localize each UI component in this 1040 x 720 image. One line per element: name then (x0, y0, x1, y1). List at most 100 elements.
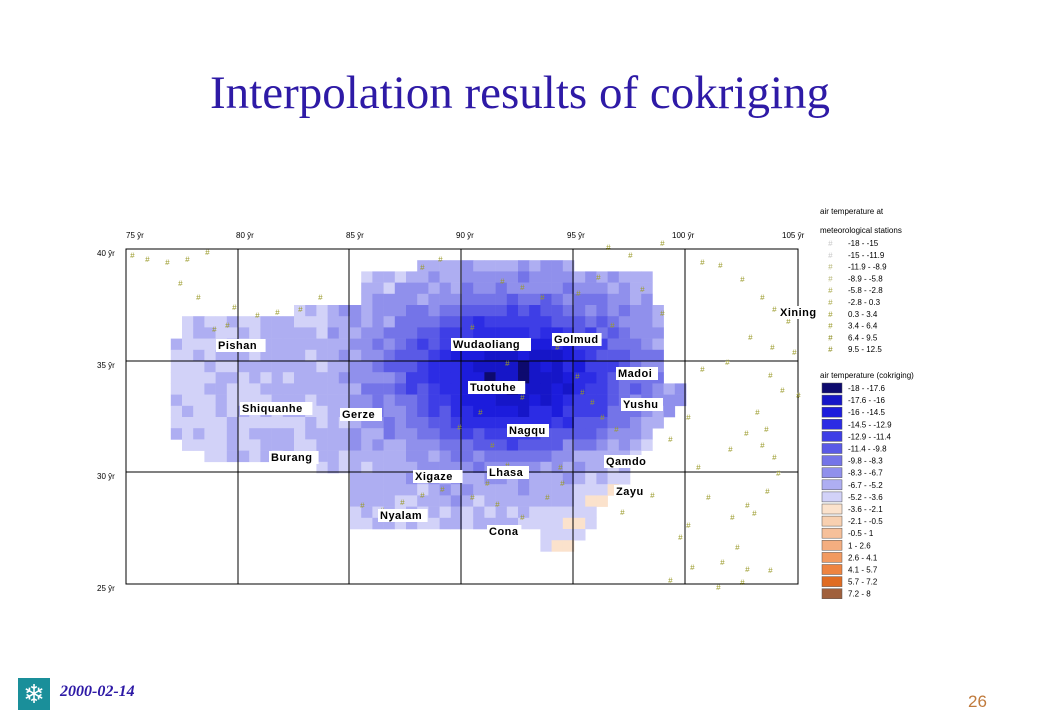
grid-cell (540, 293, 552, 306)
grid-cell (596, 484, 608, 496)
grid-cell (551, 517, 564, 530)
grid-cell (484, 439, 496, 451)
grid-cell (271, 338, 284, 351)
page-number: 26 (968, 692, 987, 711)
grid-cell (630, 293, 642, 306)
station-marker: # (720, 559, 725, 568)
grid-cell (529, 338, 541, 351)
grid-cell (562, 394, 575, 407)
grid-cell (518, 305, 530, 317)
grid-cell (294, 316, 306, 328)
grid-cell (428, 305, 440, 317)
grid-cell (585, 450, 597, 463)
city-label-yushu: Yushu (623, 399, 659, 411)
grid-cell (372, 361, 384, 373)
grid-cell (394, 361, 407, 373)
grid-cell (428, 383, 440, 395)
grid-cell (394, 372, 407, 384)
grid-cell (618, 383, 631, 395)
station-marker: # (614, 426, 619, 435)
coordinate-labels: 75 ŷr 80 ŷr 85 ŷr 90 ŷr 95 ŷr 100 ŷr 105 ŷr 40 … (97, 231, 805, 593)
grid-cell (484, 372, 496, 384)
grid-cell (540, 484, 552, 496)
grid-cell (316, 439, 328, 451)
grid-cell (394, 338, 407, 351)
grid-cell (450, 282, 463, 295)
grid-cell (350, 316, 362, 328)
grid-cell (585, 461, 597, 474)
grid-cell (170, 405, 183, 418)
grid-cell (238, 349, 250, 362)
grid-cell (529, 316, 541, 328)
grid-cell (495, 271, 508, 283)
grid-cell (383, 461, 396, 474)
station-marker: # (772, 306, 777, 315)
grid-cell (282, 439, 295, 451)
grid-cell (562, 405, 575, 418)
city-label-background (468, 381, 526, 394)
legend-swatch (821, 515, 843, 527)
grid-cell (596, 417, 608, 429)
station-marker: # (440, 486, 445, 495)
station-marker: # (686, 414, 691, 423)
grid-cell (618, 405, 631, 418)
legend-swatch (821, 564, 843, 575)
grid-cell (529, 473, 541, 485)
grid-cell (540, 461, 552, 474)
station-marker: # (740, 276, 745, 285)
station-marker: # (796, 392, 801, 401)
grid-cell (193, 394, 205, 407)
grid-cell (439, 517, 452, 530)
grid-cell (417, 327, 429, 339)
grid-cell (215, 439, 228, 451)
grid-cell (260, 417, 272, 429)
grid-cell (462, 450, 474, 463)
grid-cell (652, 316, 664, 328)
grid-cell (562, 372, 575, 384)
grid-cell (406, 305, 418, 317)
grid-cell (529, 506, 541, 519)
grid-cell (439, 383, 452, 395)
station-marker: # (555, 344, 560, 353)
grid-cell (182, 316, 194, 328)
grid-cell (282, 417, 295, 429)
station-marker: # (696, 464, 701, 473)
grid-cell (338, 327, 351, 339)
station-marker: # (478, 409, 483, 418)
grid-cell (484, 506, 496, 519)
station-legend-symbol: # (828, 264, 833, 273)
grid-cell (294, 439, 306, 451)
grid-cell (607, 372, 620, 384)
grid-cell (641, 316, 653, 328)
grid-cell (417, 305, 429, 317)
grid-cell (473, 282, 485, 295)
grid-cell (226, 439, 239, 451)
grid-cell (462, 428, 474, 440)
grid-cell (193, 338, 205, 351)
grid-cell (652, 372, 664, 384)
grid-cell (226, 349, 239, 362)
latitude-label: 35 ŷr (97, 361, 115, 370)
grid-cell (495, 517, 508, 530)
grid-cell (562, 529, 575, 541)
grid-cell (406, 372, 418, 384)
grid-cell (327, 450, 340, 463)
grid-cell (529, 372, 541, 384)
grid-cell (495, 361, 508, 373)
grid-cell (238, 417, 250, 429)
grid-cell (350, 461, 362, 474)
grid-cell (249, 361, 261, 373)
grid-cell (350, 327, 362, 339)
grid-cell (428, 495, 440, 507)
grid-cell (462, 439, 474, 451)
grid-cell (506, 405, 519, 418)
grid-cell (394, 305, 407, 317)
grid-cell (361, 461, 373, 474)
grid-cell (551, 316, 564, 328)
grid-cell (618, 417, 631, 429)
grid-cell (562, 450, 575, 463)
grid-cell (182, 372, 194, 384)
station-marker: # (760, 294, 765, 303)
grid-cell (574, 372, 586, 384)
grid-cell (372, 349, 384, 362)
